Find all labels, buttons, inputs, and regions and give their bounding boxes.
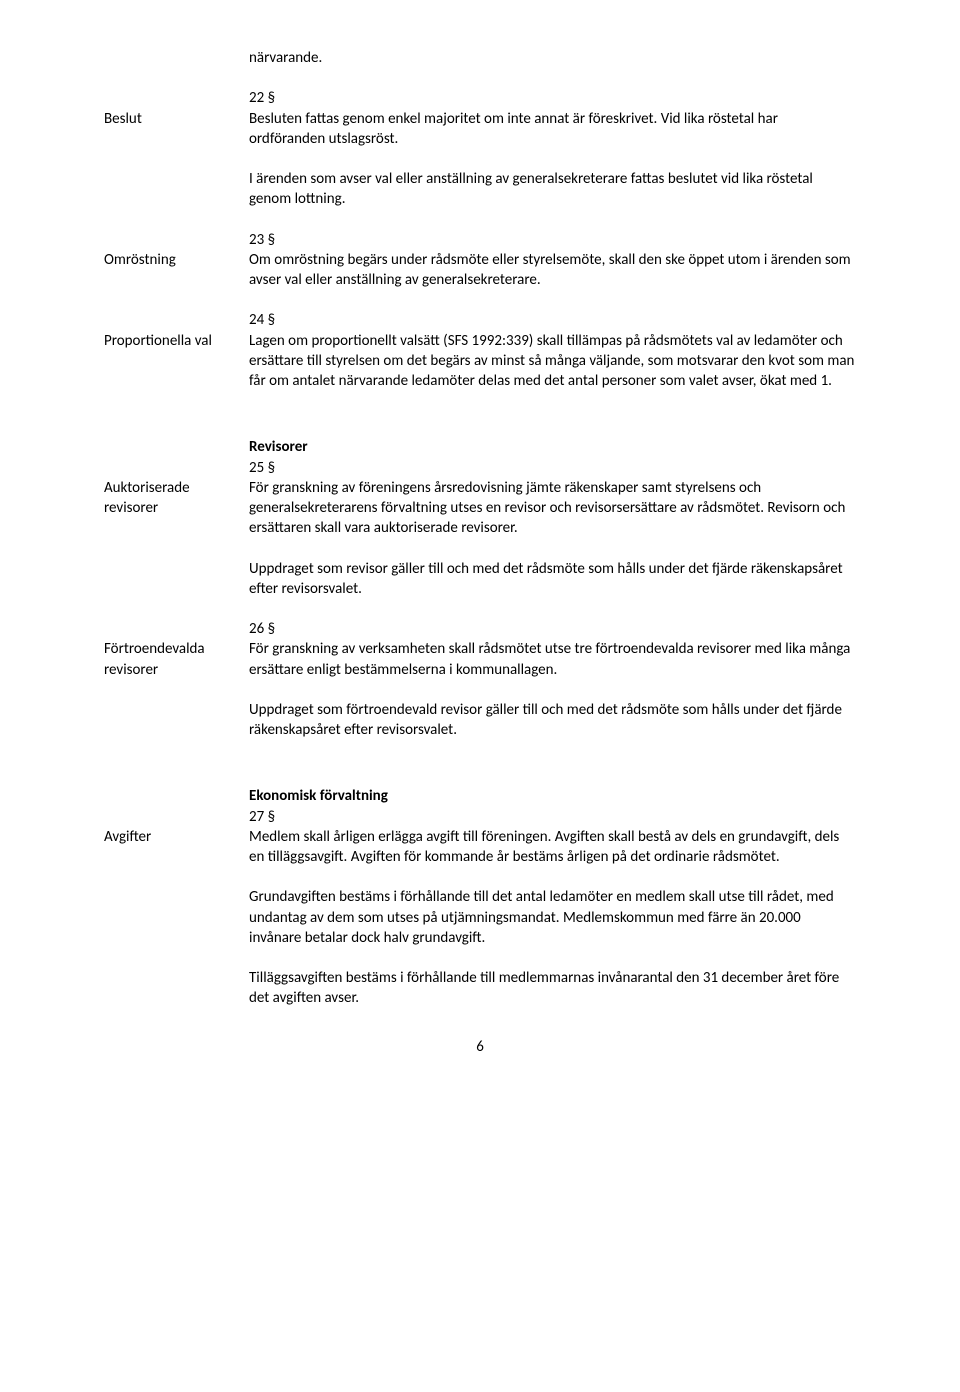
section-number-24: 24 § bbox=[249, 310, 856, 330]
s27-p3: Tilläggsavgiften bestäms i förhållande t… bbox=[249, 968, 856, 1009]
s22-p2: I ärenden som avser val eller anställnin… bbox=[249, 169, 856, 210]
heading-ekonomisk: Ekonomisk förvaltning bbox=[249, 786, 856, 806]
label-auktoriserade-1: Auktoriserade bbox=[104, 478, 235, 498]
section-number-22: 22 § bbox=[249, 88, 856, 108]
s26-p2: Uppdraget som förtroendevald revisor gäl… bbox=[249, 700, 856, 741]
heading-revisorer: Revisorer bbox=[249, 437, 856, 457]
s26-p1: För granskning av verksamheten skall råd… bbox=[249, 639, 856, 680]
s23-p1: Om omröstning begärs under rådsmöte elle… bbox=[249, 250, 856, 291]
top-fragment: närvarande. bbox=[104, 48, 856, 68]
s24-p1: Lagen om proportionellt valsätt (SFS 199… bbox=[249, 331, 856, 392]
section-number-26: 26 § bbox=[249, 619, 856, 639]
page-number: 6 bbox=[104, 1037, 856, 1057]
section-number-27: 27 § bbox=[249, 807, 856, 827]
s27-p1: Medlem skall årligen erlägga avgift till… bbox=[249, 827, 856, 868]
top-word: närvarande. bbox=[249, 48, 856, 68]
section-23: Omröstning 23 § Om omröstning begärs und… bbox=[104, 230, 856, 291]
label-fortroendevalda-1: Förtroendevalda bbox=[104, 639, 235, 659]
label-beslut: Beslut bbox=[104, 109, 235, 129]
section-25: Auktoriserade revisorer Revisorer 25 § F… bbox=[104, 437, 856, 599]
section-22: Beslut 22 § Besluten fattas genom enkel … bbox=[104, 88, 856, 209]
section-24: Proportionella val 24 § Lagen om proport… bbox=[104, 310, 856, 391]
label-proportionella: Proportionella val bbox=[104, 331, 235, 351]
label-auktoriserade-2: revisorer bbox=[104, 498, 235, 518]
section-number-25: 25 § bbox=[249, 458, 856, 478]
section-number-23: 23 § bbox=[249, 230, 856, 250]
section-26: Förtroendevalda revisorer 26 § För grans… bbox=[104, 619, 856, 740]
s27-p2: Grundavgiften bestäms i förhållande till… bbox=[249, 887, 856, 948]
label-fortroendevalda-2: revisorer bbox=[104, 660, 235, 680]
section-27: Avgifter Ekonomisk förvaltning 27 § Medl… bbox=[104, 786, 856, 1008]
s25-p1: För granskning av föreningens årsredovis… bbox=[249, 478, 856, 539]
s25-p2: Uppdraget som revisor gäller till och me… bbox=[249, 559, 856, 600]
label-avgifter: Avgifter bbox=[104, 827, 235, 847]
label-omrostning: Omröstning bbox=[104, 250, 235, 270]
s22-p1: Besluten fattas genom enkel majoritet om… bbox=[249, 109, 856, 150]
